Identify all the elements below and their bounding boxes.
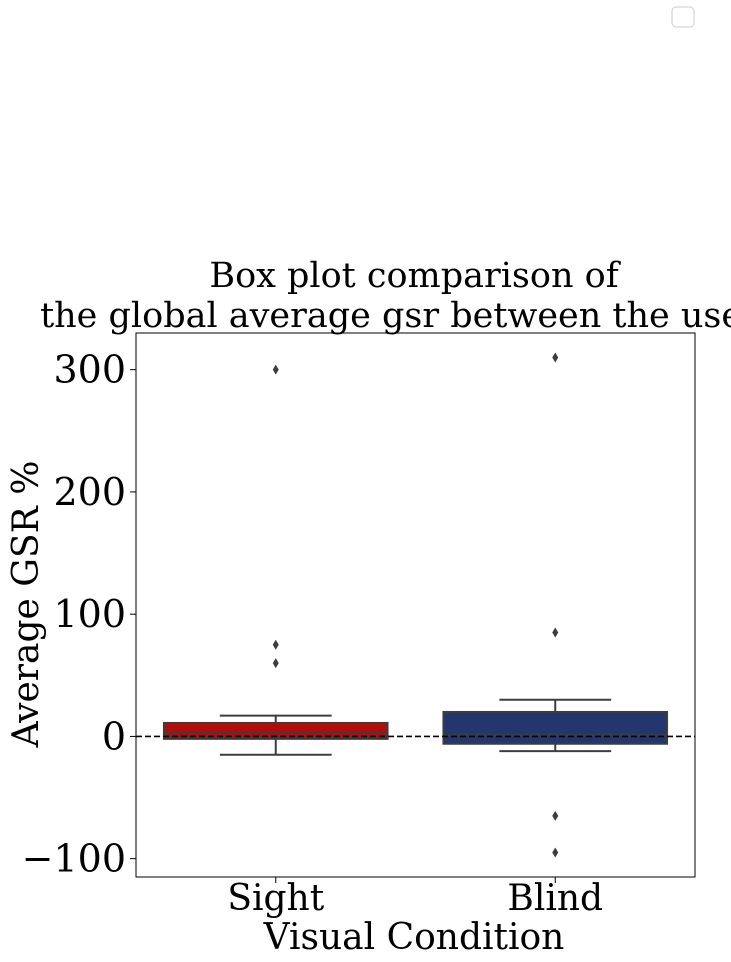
sight-outlier-3 <box>272 658 279 669</box>
plot-area: −100 0 100 200 300 Sight Blind <box>22 332 696 919</box>
chart-title-line-2: the global average gsr between the users… <box>40 296 731 336</box>
legend-box <box>671 6 695 28</box>
y-tick-label-2: 100 <box>53 592 126 636</box>
blind-box <box>442 710 669 745</box>
blind-outlier-3 <box>552 810 559 821</box>
y-tick-label-3: 200 <box>53 470 126 514</box>
plot-frame <box>135 332 696 878</box>
blind-outlier-4 <box>552 847 559 858</box>
x-tick-label-sight: Sight <box>227 878 324 919</box>
x-tick-label-blind: Blind <box>507 878 603 919</box>
sight-outlier-2 <box>272 639 279 650</box>
y-tick-label-1: 0 <box>102 714 126 758</box>
x-axis-label: Visual Condition <box>263 917 565 958</box>
blind-outlier-1 <box>552 352 559 363</box>
y-tick-label-4: 300 <box>53 348 126 392</box>
y-axis-label: Average GSR % <box>6 461 47 749</box>
sight-box <box>162 721 389 740</box>
blind-outlier-2 <box>552 627 559 638</box>
y-tick-label-0: −100 <box>22 837 126 881</box>
sight-outlier-1 <box>272 364 279 375</box>
chart-title-line-1: Box plot comparison of <box>209 256 621 296</box>
